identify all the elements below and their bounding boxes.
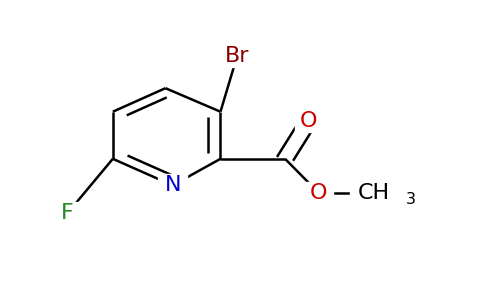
Bar (211, 45, 263, 67)
Text: N: N (165, 175, 181, 195)
Text: F: F (61, 203, 74, 223)
Bar (349, 182, 426, 205)
Bar (53, 202, 82, 224)
Bar (158, 174, 187, 196)
Text: O: O (310, 183, 327, 203)
Text: CH: CH (358, 183, 390, 203)
Bar (304, 182, 333, 204)
Bar (295, 110, 323, 132)
Text: Br: Br (225, 46, 249, 66)
Text: 3: 3 (406, 192, 416, 207)
Text: O: O (300, 111, 318, 130)
